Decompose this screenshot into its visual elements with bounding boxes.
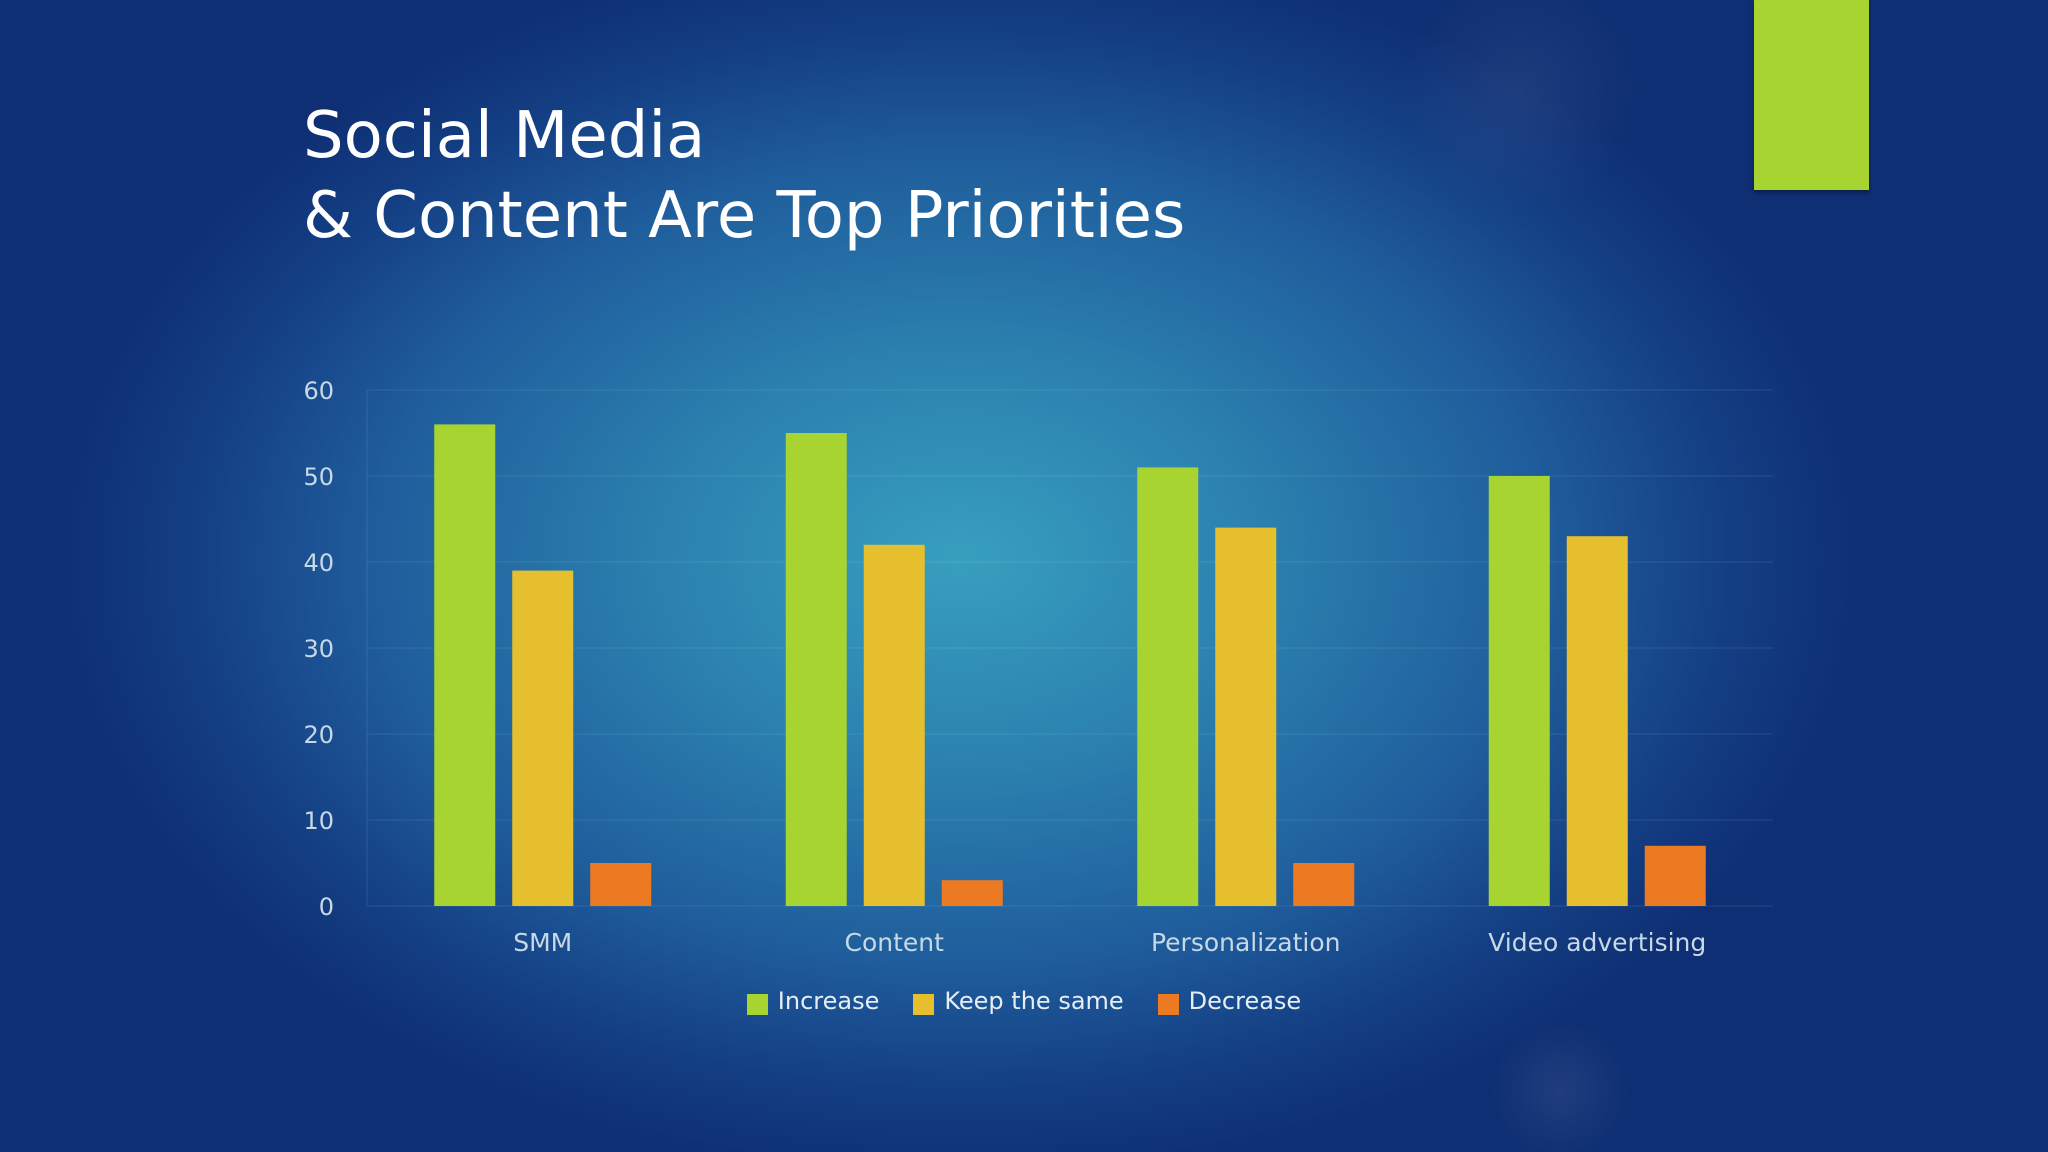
- legend-label-increase: Increase: [777, 986, 880, 1015]
- y-tick-label-30: 30: [303, 635, 334, 663]
- legend-item-decrease: Decrease: [1157, 986, 1302, 1015]
- legend-label-decrease: Decrease: [1188, 986, 1302, 1015]
- y-tick-label-10: 10: [303, 807, 334, 835]
- bar-increase-video-advertising: [1488, 476, 1550, 906]
- accent-block: [1754, 0, 1869, 190]
- x-tick-label-video-advertising: Video advertising: [1488, 928, 1706, 957]
- chart-legend: Increase Keep the same Decrease: [0, 986, 2048, 1015]
- bar-decrease-video-advertising: [1644, 845, 1706, 906]
- x-tick-label-content: Content: [845, 928, 945, 957]
- legend-item-increase: Increase: [746, 986, 880, 1015]
- legend-swatch-increase: [746, 994, 768, 1015]
- y-tick-label-20: 20: [303, 721, 334, 749]
- bar-keep-the-same-smm: [512, 570, 574, 906]
- legend-swatch-decrease: [1157, 994, 1179, 1015]
- slide-title-line-1: Social Media: [303, 99, 706, 173]
- bar-keep-the-same-personalization: [1215, 527, 1277, 906]
- legend-swatch-keep-the-same: [913, 994, 935, 1015]
- bar-keep-the-same-video-advertising: [1566, 536, 1628, 906]
- y-tick-label-0: 0: [319, 893, 334, 921]
- bar-decrease-personalization: [1293, 863, 1355, 906]
- legend-label-keep-the-same: Keep the same: [944, 986, 1124, 1015]
- slide-title: Social Media & Content Are Top Prioritie…: [303, 96, 1185, 256]
- y-tick-label-40: 40: [303, 549, 334, 577]
- y-tick-label-60: 60: [303, 377, 334, 405]
- bar-increase-personalization: [1137, 467, 1199, 906]
- x-tick-label-smm: SMM: [513, 928, 572, 957]
- bar-keep-the-same-content: [863, 544, 925, 906]
- bar-increase-content: [785, 433, 847, 906]
- bar-increase-smm: [434, 424, 496, 906]
- slide-title-line-2: & Content Are Top Priorities: [303, 179, 1186, 253]
- legend-item-keep-the-same: Keep the same: [913, 986, 1124, 1015]
- x-tick-label-personalization: Personalization: [1151, 928, 1341, 957]
- bar-decrease-content: [941, 880, 1003, 906]
- y-tick-label-50: 50: [303, 463, 334, 491]
- bar-decrease-smm: [590, 863, 652, 906]
